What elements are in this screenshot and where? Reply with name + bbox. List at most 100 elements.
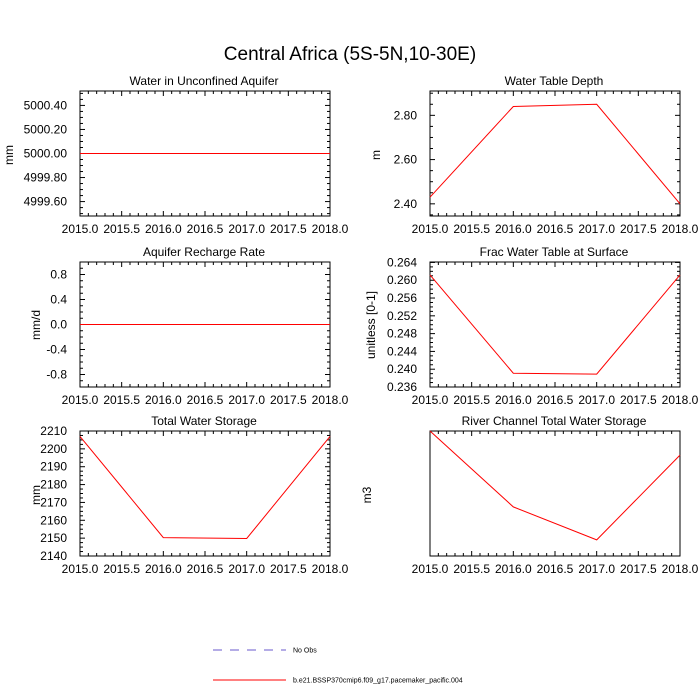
panel-4-ytick-label: 0.256	[387, 291, 417, 305]
panel-1-xtick-label: 2015.0	[62, 222, 99, 236]
panel-4-ytick-label: 0.240	[387, 362, 417, 376]
panel-4-title: Frac Water Table at Surface	[480, 245, 629, 259]
panel-4-xtick-label: 2016.0	[495, 393, 532, 407]
panel-1-ytick-label: 4999.80	[24, 171, 68, 185]
panel-5-ytick-label: 2140	[40, 549, 67, 563]
panel-5-xtick-label: 2015.0	[62, 562, 99, 576]
panel-2-ytick-label: 2.60	[394, 153, 418, 167]
panel-6-ylabel: m3	[360, 486, 374, 503]
panel-6-xtick-label: 2015.5	[453, 562, 490, 576]
panel-6-xtick-label: 2016.0	[495, 562, 532, 576]
panel-3-ytick-label: 0.0	[50, 318, 67, 332]
panel-2-xtick-label: 2017.0	[578, 222, 615, 236]
panel-5-xtick-label: 2015.5	[103, 562, 140, 576]
panel-1-ytick-label: 4999.60	[24, 195, 68, 209]
panel-5: Total Water Storage mm	[29, 414, 257, 505]
panel-1-xtick-label: 2015.5	[103, 222, 140, 236]
panel-1-title: Water in Unconfined Aquifer	[130, 74, 279, 88]
panel-1-ytick-label: 5000.20	[24, 122, 68, 136]
panel-4: Frac Water Table at Surface unitless [0-…	[364, 245, 629, 359]
panel-5-ytick-label: 2190	[40, 460, 67, 474]
panel-3-xtick-label: 2018.0	[312, 393, 349, 407]
panel-3-title: Aquifer Recharge Rate	[143, 245, 265, 259]
panel-5-series-line	[79, 436, 331, 540]
legend-model-label: b.e21.BSSP370cmip6.f09_g17.pacemaker_pac…	[293, 678, 463, 685]
panel-2-title: Water Table Depth	[505, 74, 604, 88]
panel-3-xtick-label: 2016.5	[187, 393, 224, 407]
panel-3-ylabel: mm/d	[29, 310, 43, 340]
panel-2-xtick-label: 2017.5	[620, 222, 657, 236]
panel-3-ytick-label: 0.4	[50, 293, 67, 307]
panel-1-xtick-label: 2018.0	[312, 222, 349, 236]
panel-4-ytick-label: 0.244	[387, 344, 417, 358]
panel-2-xtick-label: 2016.0	[495, 222, 532, 236]
panel-4-frame	[429, 261, 681, 388]
panel-3-xtick-label: 2017.0	[228, 393, 265, 407]
panel-2-xtick-label: 2015.5	[453, 222, 490, 236]
panel-5-ytick-label: 2150	[40, 531, 67, 545]
page-title: Central Africa (5S-5N,10-30E)	[224, 44, 476, 65]
panel-2-ylabel: m	[369, 150, 383, 160]
panel-1-ylabel: mm	[2, 145, 16, 165]
panel-1-xtick-label: 2017.5	[270, 222, 307, 236]
panel-4-ytick-label: 0.236	[387, 380, 417, 394]
panel-6-xtick-label: 2015.0	[412, 562, 449, 576]
panel-3-ytick-label: -0.4	[46, 343, 67, 357]
panel-5-ytick-label: 2170	[40, 495, 67, 509]
panel-6-xtick-label: 2017.0	[578, 562, 615, 576]
panel-4-xtick-label: 2017.5	[620, 393, 657, 407]
legend: No Obs b.e21.BSSP370cmip6.f09_g17.pacema…	[213, 648, 463, 685]
panel-2: Water Table Depth m	[369, 74, 603, 160]
panel-2-xtick-label: 2018.0	[662, 222, 699, 236]
panel-4-xtick-label: 2017.0	[578, 393, 615, 407]
panel-4-ytick-label: 0.260	[387, 273, 417, 287]
panel-4-xtick-label: 2016.5	[537, 393, 574, 407]
panel-5-title: Total Water Storage	[151, 414, 257, 428]
panel-2-xtick-label: 2016.5	[537, 222, 574, 236]
panel-3-xtick-label: 2016.0	[145, 393, 182, 407]
panel-4-ytick-label: 0.248	[387, 327, 417, 341]
panel-2-series-line	[429, 103, 681, 205]
panel-4-ytick-label: 0.252	[387, 309, 417, 323]
panel-2-ytick-label: 2.40	[394, 197, 418, 211]
panel-3-xtick-label: 2017.5	[270, 393, 307, 407]
panel-1: Water in Unconfined Aquifer mm	[2, 74, 278, 165]
panel-3-xtick-label: 2015.5	[103, 393, 140, 407]
panel-1-xtick-label: 2017.0	[228, 222, 265, 236]
panel-5-ytick-label: 2160	[40, 513, 67, 527]
panel-4-series-line	[429, 274, 681, 375]
panel-5-ytick-label: 2180	[40, 478, 67, 492]
panel-2-frame	[429, 90, 681, 217]
panel-1-xtick-label: 2016.0	[145, 222, 182, 236]
panel-5-ytick-label: 2210	[40, 424, 67, 438]
panel-5-xtick-label: 2016.5	[187, 562, 224, 576]
panel-3: Aquifer Recharge Rate mm/d	[29, 245, 265, 340]
panel-3-ytick-label: -0.8	[46, 368, 67, 382]
panel-6: River Channel Total Water Storage m3	[360, 414, 647, 503]
panel-5-ytick-label: 2200	[40, 442, 67, 456]
panel-2-xtick-label: 2015.0	[412, 222, 449, 236]
panel-4-ylabel: unitless [0-1]	[364, 291, 378, 359]
panel-1-ytick-label: 5000.40	[24, 98, 68, 112]
panel-5-xtick-label: 2016.0	[145, 562, 182, 576]
panel-5-xtick-label: 2017.0	[228, 562, 265, 576]
panel-6-xtick-label: 2018.0	[662, 562, 699, 576]
panel-4-xtick-label: 2015.0	[412, 393, 449, 407]
panel-4-ytick-label: 0.264	[387, 255, 417, 269]
panel-4-xtick-label: 2015.5	[453, 393, 490, 407]
panel-5-frame	[79, 430, 331, 557]
legend-no-obs-label: No Obs	[293, 648, 317, 655]
panel-2-ytick-label: 2.80	[394, 108, 418, 122]
panel-6-xtick-label: 2017.5	[620, 562, 657, 576]
panel-5-xtick-label: 2017.5	[270, 562, 307, 576]
panel-1-xtick-label: 2016.5	[187, 222, 224, 236]
panel-3-ytick-label: 0.8	[50, 268, 67, 282]
panel-6-title: River Channel Total Water Storage	[462, 414, 647, 428]
panel-4-xtick-label: 2018.0	[662, 393, 699, 407]
panel-6-series-line	[429, 430, 681, 541]
panel-1-ytick-label: 5000.00	[24, 147, 68, 161]
panel-3-xtick-label: 2015.0	[62, 393, 99, 407]
panel-5-ylabel: mm	[29, 485, 43, 505]
panel-5-xtick-label: 2018.0	[312, 562, 349, 576]
